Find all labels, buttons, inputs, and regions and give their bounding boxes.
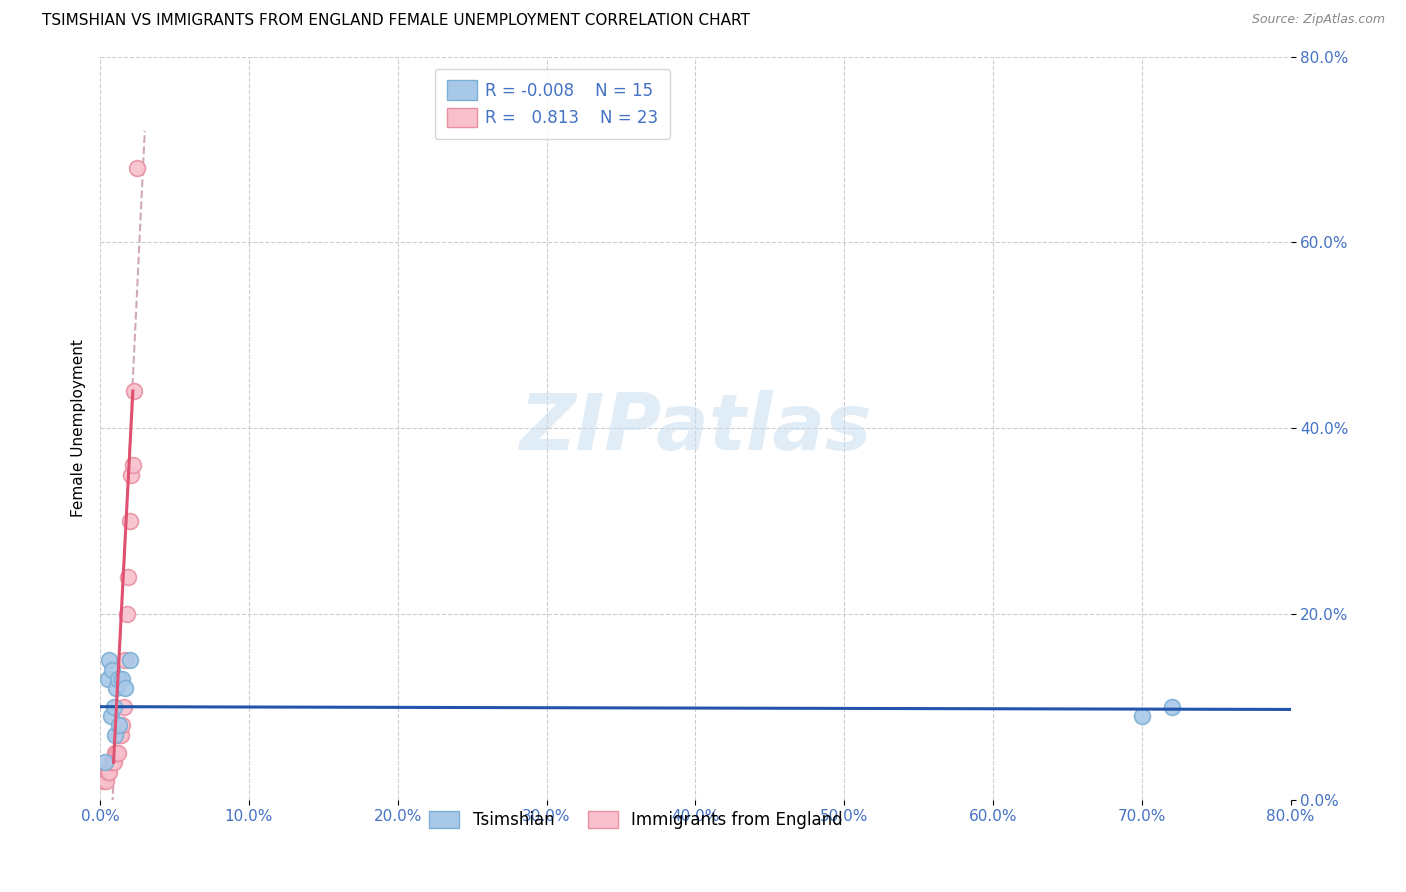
- Point: [1160, 699, 1182, 714]
- Point: [104, 727, 127, 741]
- Text: TSIMSHIAN VS IMMIGRANTS FROM ENGLAND FEMALE UNEMPLOYMENT CORRELATION CHART: TSIMSHIAN VS IMMIGRANTS FROM ENGLAND FEM…: [42, 13, 749, 29]
- Point: [111, 672, 134, 686]
- Point: [118, 653, 141, 667]
- Point: [117, 569, 139, 583]
- Point: [94, 774, 117, 789]
- Point: [97, 764, 120, 779]
- Point: [100, 756, 122, 770]
- Point: [112, 699, 135, 714]
- Point: [118, 514, 141, 528]
- Point: [108, 718, 131, 732]
- Point: [91, 774, 114, 789]
- Point: [115, 607, 138, 621]
- Point: [127, 161, 149, 175]
- Point: [107, 672, 129, 686]
- Point: [105, 681, 128, 695]
- Point: [124, 384, 146, 398]
- Point: [101, 663, 124, 677]
- Point: [93, 764, 115, 779]
- Point: [98, 764, 121, 779]
- Point: [110, 727, 132, 741]
- Point: [98, 653, 121, 667]
- Text: Source: ZipAtlas.com: Source: ZipAtlas.com: [1251, 13, 1385, 27]
- Point: [107, 746, 129, 760]
- Point: [103, 756, 125, 770]
- Text: ZIPatlas: ZIPatlas: [519, 390, 872, 467]
- Point: [100, 709, 122, 723]
- Point: [105, 746, 128, 760]
- Point: [121, 458, 143, 473]
- Point: [111, 718, 134, 732]
- Point: [104, 746, 127, 760]
- Point: [114, 681, 136, 695]
- Point: [108, 727, 131, 741]
- Point: [114, 653, 136, 667]
- Point: [93, 756, 115, 770]
- Y-axis label: Female Unemployment: Female Unemployment: [72, 339, 86, 517]
- Point: [97, 672, 120, 686]
- Legend: Tsimshian, Immigrants from England: Tsimshian, Immigrants from England: [423, 805, 849, 836]
- Point: [103, 699, 125, 714]
- Point: [1130, 709, 1153, 723]
- Point: [101, 756, 124, 770]
- Point: [120, 467, 142, 482]
